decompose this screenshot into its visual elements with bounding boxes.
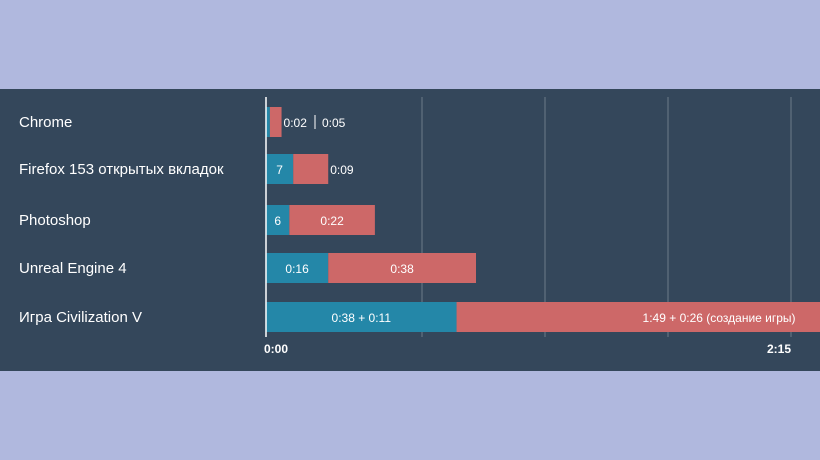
bar-segment-1 [266,205,290,235]
bar-segment-2 [293,154,329,184]
category-label: Игра Civilization V [19,309,142,326]
category-label: Unreal Engine 4 [19,260,127,277]
grid [421,97,792,337]
data-label: 1:49 + 0:26 (создание игры) [643,311,796,325]
category-label: Chrome [19,114,72,131]
bars [266,107,820,332]
bar-segment-1 [266,154,294,184]
data-label: 0:16 [285,262,309,276]
x-tick-label: 0:00 [264,342,288,356]
bar-segment-2 [328,253,476,283]
bar-segment-1 [266,107,270,137]
data-label: 6 [274,214,281,228]
data-label: 0:22 [320,214,344,228]
x-tick-label: 2:15 [767,342,791,356]
data-label: 0:09 [330,163,354,177]
data-label: 7 [276,163,283,177]
bar-segment-2 [269,107,282,137]
bar-segment-2 [456,302,820,332]
category-label: Photoshop [19,212,91,229]
category-label: Firefox 153 открытых вкладок [19,161,224,178]
labels: Chrome 0:02 Firefox 153 открытых вкладок 7 0… [19,114,796,326]
chart-panel: Chrome 0:02 Firefox 153 открытых вкладок 7 0… [0,89,820,371]
data-label: 0:02 [284,116,308,130]
bar-segment-1 [266,302,457,332]
bar-segment-1 [266,253,329,283]
bar-segment-2 [289,205,375,235]
data-label: 0:38 [390,262,414,276]
data-label: 0:38 + 0:11 [332,311,392,325]
bar-chart: Chrome 0:02 Firefox 153 открытых вкладок 7 0… [19,97,820,356]
annotation-label: 0:05 [322,116,346,130]
